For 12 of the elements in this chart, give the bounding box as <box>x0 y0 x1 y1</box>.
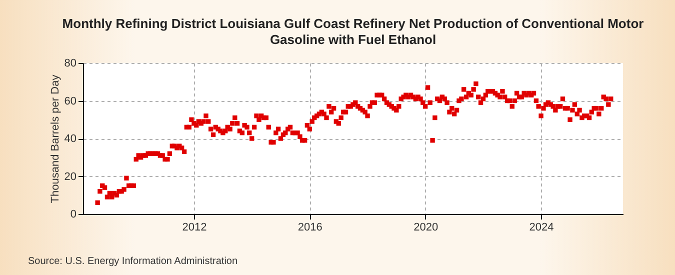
source-note: Source: U.S. Energy Information Administration <box>28 256 238 267</box>
x-tick-label: 2016 <box>298 222 322 234</box>
x-tick-label: 2020 <box>414 222 438 234</box>
chart-title: Monthly Refining District Louisiana Gulf Coast Refinery Net Production of Conventional Motor Gasoline with Fuel Ethanol <box>62 16 644 47</box>
y-tick-label: 40 <box>64 133 76 145</box>
x-tick-label: 2024 <box>529 222 554 234</box>
y-tick-label: 80 <box>64 58 76 70</box>
y-tick-label: 60 <box>64 95 76 108</box>
y-tick-label: 20 <box>64 170 76 183</box>
y-tick-label: 0 <box>70 208 76 220</box>
y-axis-title: Thousand Barrels per Day <box>49 74 62 204</box>
x-tick-label: 2012 <box>182 222 207 234</box>
